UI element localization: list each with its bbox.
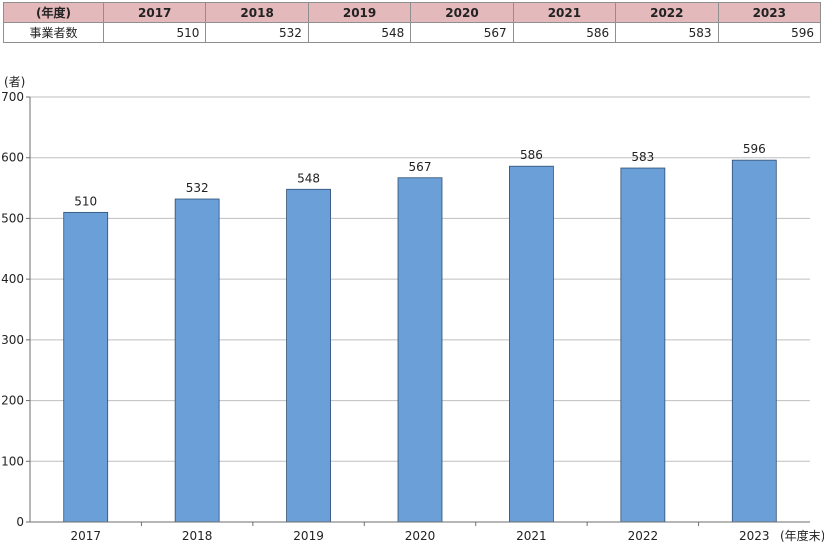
data-label: 548: [297, 171, 320, 185]
bar: [397, 177, 443, 523]
table-cell: 532: [205, 22, 309, 43]
bar: [63, 211, 109, 523]
y-tick-label: 100: [1, 454, 24, 468]
x-tick-label: 2021: [516, 529, 547, 543]
table-cell: 596: [717, 22, 822, 43]
x-tick-label: 2019: [293, 529, 324, 543]
data-label: 532: [186, 181, 209, 195]
table-header-year: 2018: [205, 2, 309, 23]
table-row: 事業者数 510 532 548 567 586 583 596: [3, 22, 822, 43]
y-tick-label: 0: [16, 515, 24, 529]
data-label: 596: [743, 142, 766, 156]
y-tick-label: 700: [1, 90, 24, 104]
y-tick-label: 400: [1, 272, 24, 286]
table-cell: 567: [410, 22, 514, 43]
bar: [731, 159, 777, 523]
y-axis-unit-label: (者): [4, 75, 25, 89]
data-label: 583: [631, 150, 654, 164]
axes: [26, 96, 810, 526]
table-cell: 548: [307, 22, 412, 43]
table-cell: 510: [102, 22, 207, 43]
table-header-year: 2021: [512, 2, 617, 23]
table-header-year: 2017: [102, 2, 207, 23]
bars: [63, 159, 777, 523]
bar: [174, 198, 220, 523]
y-tick-label: 600: [1, 151, 24, 165]
table-cell: 583: [615, 22, 719, 43]
x-tick-label: 2023: [739, 529, 770, 543]
table-row-label: 事業者数: [3, 22, 104, 43]
y-tick-label: 200: [1, 394, 24, 408]
data-table: (年度) 2017 2018 2019 2020 2021 2022 2023 …: [3, 2, 822, 43]
bar: [509, 165, 554, 523]
data-label: 586: [520, 148, 543, 162]
x-tick-label: 2022: [628, 529, 659, 543]
table-header-label: (年度): [3, 2, 104, 23]
x-tick-label: 2017: [70, 529, 101, 543]
y-tick-label: 300: [1, 333, 24, 347]
table-header-row: (年度) 2017 2018 2019 2020 2021 2022 2023: [3, 2, 822, 23]
bar: [286, 188, 331, 523]
table-header-year: 2020: [410, 2, 514, 23]
data-label: 510: [74, 194, 97, 208]
x-axis-unit-label: (年度末): [780, 528, 824, 543]
table-header-year: 2022: [615, 2, 719, 23]
x-tick-label: 2020: [405, 529, 436, 543]
bar: [620, 167, 666, 523]
x-tick-label: 2018: [182, 529, 213, 543]
data-label: 567: [409, 160, 432, 174]
labels: 0 100 200 300 400 500 600 700 510 2017 532 2018 548 2…: [1, 90, 769, 543]
y-tick-label: 500: [1, 211, 24, 225]
table-cell: 586: [512, 22, 617, 43]
